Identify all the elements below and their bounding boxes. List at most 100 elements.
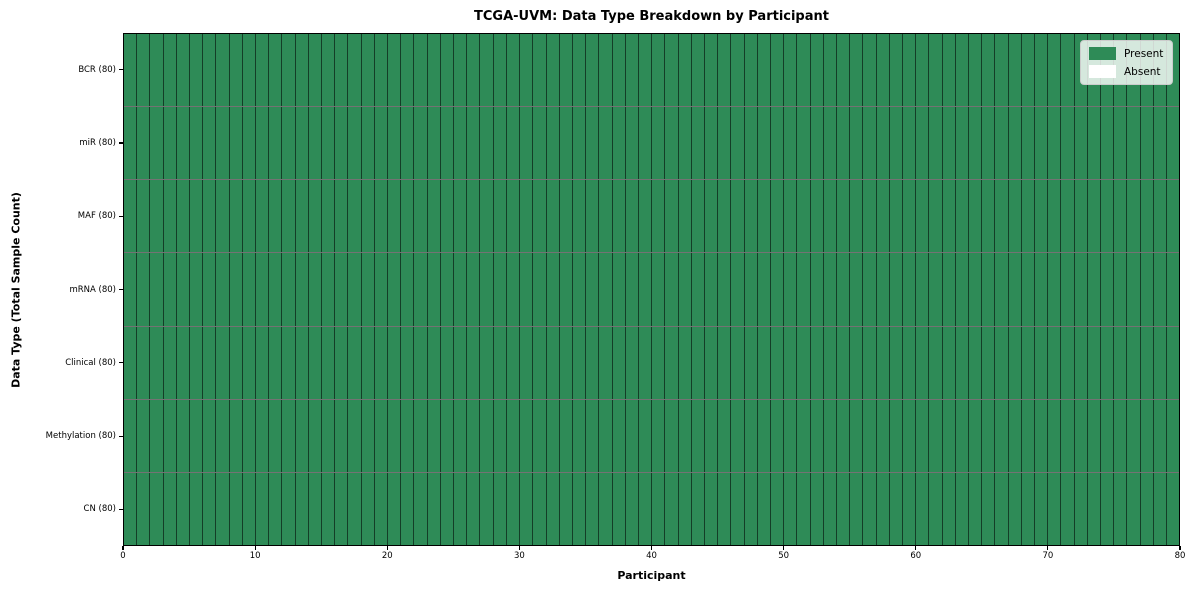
heatmap-cell: [520, 34, 534, 107]
heatmap-cell: [704, 180, 719, 253]
heatmap-cell: [440, 472, 455, 545]
heatmap-cell: [929, 34, 943, 107]
heatmap-cell: [176, 107, 191, 180]
heatmap-cell: [678, 326, 692, 399]
heatmap-row: [124, 399, 1180, 473]
heatmap-cell: [1074, 399, 1088, 472]
heatmap-cell: [1087, 107, 1102, 180]
heatmap-cell: [1140, 253, 1154, 326]
heatmap-cell: [823, 326, 837, 399]
heatmap-cell: [454, 472, 468, 545]
heatmap-cell: [784, 472, 798, 545]
heatmap-cell: [889, 326, 903, 399]
heatmap-cell: [137, 472, 151, 545]
heatmap-cell: [916, 253, 930, 326]
heatmap-cell: [388, 399, 402, 472]
heatmap-cell: [929, 253, 943, 326]
heatmap-cell: [1114, 180, 1128, 253]
heatmap-cell: [176, 472, 191, 545]
heatmap-cell: [797, 326, 811, 399]
heatmap-cell: [665, 399, 679, 472]
heatmap-cell: [388, 180, 402, 253]
heatmap-cell: [520, 107, 534, 180]
heatmap-cell: [533, 107, 547, 180]
heatmap-cell: [480, 253, 494, 326]
heatmap-cell: [361, 326, 375, 399]
heatmap-cell: [612, 107, 626, 180]
heatmap-cell: [691, 107, 705, 180]
heatmap-cell: [586, 180, 600, 253]
heatmap-cell: [757, 107, 771, 180]
heatmap-cell: [995, 107, 1009, 180]
heatmap-cell: [401, 472, 415, 545]
heatmap-row: [124, 107, 1180, 181]
heatmap-cell: [454, 253, 468, 326]
heatmap-cell: [256, 326, 270, 399]
y-tick-mark: [119, 215, 123, 217]
heatmap-cell: [889, 34, 903, 107]
heatmap-cell: [150, 180, 164, 253]
heatmap-cell: [652, 399, 666, 472]
heatmap-cell: [916, 326, 930, 399]
heatmap-cell: [1008, 253, 1022, 326]
legend-swatch-absent-icon: [1089, 65, 1116, 78]
heatmap-cell: [599, 326, 613, 399]
chart-title: TCGA-UVM: Data Type Breakdown by Partici…: [474, 9, 829, 24]
heatmap-cell: [454, 34, 468, 107]
heatmap-cell: [322, 253, 336, 326]
heatmap-cell: [770, 34, 785, 107]
heatmap-cell: [757, 472, 771, 545]
heatmap-cell: [229, 326, 243, 399]
heatmap-cell: [638, 253, 653, 326]
heatmap-cell: [889, 472, 903, 545]
heatmap-cell: [876, 472, 890, 545]
heatmap-cell: [810, 399, 824, 472]
heatmap-cell: [969, 180, 983, 253]
x-tick-label: 30: [513, 551, 525, 561]
heatmap-cell: [810, 326, 824, 399]
heatmap-cell: [797, 107, 811, 180]
heatmap-cell: [744, 253, 758, 326]
heatmap-cell: [1127, 472, 1141, 545]
heatmap-cell: [718, 180, 732, 253]
heatmap-cell: [546, 472, 560, 545]
heatmap-cell: [137, 253, 151, 326]
heatmap-cell: [731, 34, 745, 107]
heatmap-cell: [480, 180, 494, 253]
heatmap-cell: [731, 399, 745, 472]
heatmap-cell: [1021, 399, 1036, 472]
heatmap-cell: [1101, 399, 1115, 472]
heatmap-cell: [374, 34, 389, 107]
heatmap-cell: [546, 34, 560, 107]
heatmap-cell: [282, 326, 296, 399]
heatmap-cell: [823, 107, 837, 180]
heatmap-cell: [308, 253, 323, 326]
heatmap-cell: [216, 472, 230, 545]
heatmap-cell: [572, 180, 587, 253]
heatmap-cell: [559, 180, 573, 253]
heatmap-cell: [599, 472, 613, 545]
x-tick-mark: [1047, 546, 1049, 550]
heatmap-cell: [440, 326, 455, 399]
heatmap-cell: [942, 107, 956, 180]
heatmap-cell: [1101, 253, 1115, 326]
heatmap-cell: [256, 472, 270, 545]
heatmap-cell: [361, 107, 375, 180]
heatmap-cell: [1167, 326, 1180, 399]
heatmap-cell: [1035, 107, 1049, 180]
heatmap-cell: [335, 472, 349, 545]
heatmap-cell: [982, 399, 996, 472]
heatmap-cell: [638, 326, 653, 399]
heatmap-row: [124, 34, 1180, 108]
heatmap-cell: [876, 34, 890, 107]
heatmap-cell: [559, 253, 573, 326]
heatmap-cell: [361, 34, 375, 107]
heatmap-cell: [1021, 34, 1036, 107]
heatmap-cell: [322, 399, 336, 472]
heatmap-cell: [863, 107, 877, 180]
heatmap-cell: [652, 107, 666, 180]
heatmap-cell: [982, 107, 996, 180]
heatmap-cell: [731, 472, 745, 545]
y-tick-mark: [119, 69, 123, 71]
heatmap-cell: [797, 34, 811, 107]
